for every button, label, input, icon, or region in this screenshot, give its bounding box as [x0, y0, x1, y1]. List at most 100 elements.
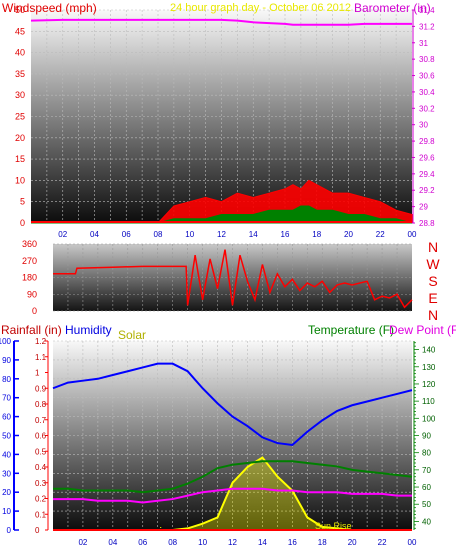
humidity-tick-label: 20	[2, 488, 11, 497]
x-tick-label: 16	[288, 538, 297, 547]
x-tick-label: 02	[78, 538, 87, 547]
temperature-axis-label: Temperature (F)	[308, 323, 394, 337]
humidity-tick-label: 70	[2, 394, 11, 403]
windspeed-axis-label: Windspeed (mph)	[2, 1, 97, 15]
temperature-tick-label: 60	[422, 483, 431, 492]
baro-tick-label: 29.2	[419, 186, 435, 195]
climate-x-ticks: 02 04 06 08 10 12 14 16 18 20 22 00	[78, 538, 417, 547]
x-tick-label: 18	[318, 538, 327, 547]
humidity-axis-label: Humidity	[65, 323, 112, 337]
temperature-tick-label: 50	[422, 500, 431, 509]
baro-tick-label: 31.4	[419, 6, 435, 15]
rainfall-tick-label: 1.2	[35, 337, 47, 346]
x-tick-label: 14	[249, 230, 258, 239]
baro-tick-label: 30.8	[419, 55, 435, 64]
wind-tick-label: 20	[15, 133, 25, 143]
wind-tick-label: 5	[20, 197, 25, 207]
wind-tick-label: 25	[15, 112, 25, 122]
rainfall-tick-label: 0.2	[35, 495, 47, 504]
dewpoint-axis-label: Dew Point (F)	[389, 323, 456, 337]
rainfall-tick-label: 0.4	[35, 463, 47, 472]
x-tick-label: 16	[281, 230, 290, 239]
baro-tick-label: 30.6	[419, 72, 435, 81]
baro-tick-label: 30	[419, 121, 428, 130]
direction-panel-series	[53, 249, 413, 309]
x-tick-label: 20	[348, 538, 357, 547]
baro-tick-label: 29	[419, 203, 428, 212]
humidity-tick-label: 100	[0, 337, 12, 346]
humidity-tick-label: 80	[2, 375, 11, 384]
humidity-tick-label: 30	[2, 469, 11, 478]
direction-tick-label: 270	[22, 256, 37, 266]
x-tick-label: 06	[138, 538, 147, 547]
x-tick-label: 08	[154, 230, 163, 239]
temperature-line	[53, 460, 413, 494]
wind-tick-label: 45	[15, 26, 25, 36]
direction-tick-label: 180	[22, 273, 37, 283]
dewpoint-line	[53, 487, 412, 504]
wind-tick-label: 10	[15, 175, 25, 185]
baro-tick-label: 30.4	[419, 88, 435, 97]
baro-tick-label: 31	[419, 39, 428, 48]
barometer-line	[30, 18, 412, 26]
x-tick-label: 00	[408, 538, 417, 547]
compass-letter: E	[428, 290, 437, 306]
x-tick-label: 00	[408, 230, 417, 239]
baro-tick-label: 30.2	[419, 104, 435, 113]
temperature-tick-label: 90	[422, 432, 431, 441]
x-tick-label: 12	[228, 538, 237, 547]
rainfall-tick-label: 0.1	[35, 510, 47, 519]
x-tick-label: 10	[198, 538, 207, 547]
direction-panel-grid	[53, 243, 412, 312]
baro-y-ticks: 28.8 29 29.2 29.4 29.6 29.8 30 30.2 30.4 30.6 30.8…	[412, 6, 435, 228]
rainfall-tick-label: 1	[35, 369, 40, 378]
baro-tick-label: 29.6	[419, 153, 435, 162]
x-tick-label: 22	[376, 230, 385, 239]
sunrise-annotation: Sun Rise	[315, 521, 352, 531]
rainfall-tick-label: 1.1	[35, 353, 47, 362]
wind-tick-label: 30	[15, 90, 25, 100]
temperature-tick-label: 40	[422, 517, 431, 526]
rainfall-tick-label: 0.9	[35, 384, 47, 393]
x-tick-label: 04	[108, 538, 117, 547]
temperature-tick-label: 140	[422, 346, 436, 355]
x-tick-label: 08	[168, 538, 177, 547]
humidity-tick-label: 50	[2, 432, 11, 441]
direction-y-ticks: 0 90 180 270 360	[22, 239, 37, 316]
chart-title: 24 hour graph day - October 06 2012	[170, 2, 351, 14]
temperature-tick-label: 70	[422, 466, 431, 475]
humidity-tick-label: 40	[2, 450, 11, 459]
climate-panel-series	[52, 362, 413, 531]
solar-axis-label: Solar	[118, 328, 146, 342]
compass-letter: S	[428, 273, 437, 289]
wind-panel-series	[30, 18, 413, 224]
direction-tick-label: 0	[32, 306, 37, 316]
rainfall-tick-label: 0.5	[35, 447, 47, 456]
compass-letter: N	[428, 307, 438, 323]
wind-tick-label: 15	[15, 154, 25, 164]
x-tick-label: 10	[185, 230, 194, 239]
x-tick-label: 04	[90, 230, 99, 239]
wind-tick-label: 50	[15, 5, 25, 15]
direction-tick-label: 360	[22, 239, 37, 249]
x-tick-label: 12	[217, 230, 226, 239]
baro-tick-label: 28.8	[419, 219, 435, 228]
temperature-tick-label: 80	[422, 449, 431, 458]
humidity-tick-label: 10	[2, 507, 11, 516]
temperature-tick-label: 110	[422, 397, 435, 406]
humidity-tick-label: 90	[2, 356, 11, 365]
wind-tick-label: 35	[15, 69, 25, 79]
climate-axes: 0 10 20 30 40 50 60 70 80 90 100 0 0.1 0.2 0.3 0.4 0.5 0.…	[0, 337, 436, 535]
humidity-tick-label: 60	[2, 413, 11, 422]
climate-panel-grid	[53, 340, 412, 531]
baro-tick-label: 29.8	[419, 137, 435, 146]
humidity-line	[52, 362, 413, 446]
x-tick-label: 06	[122, 230, 131, 239]
temperature-tick-label: 120	[422, 380, 436, 389]
x-tick-label: 18	[312, 230, 321, 239]
wind-direction-line	[53, 249, 413, 309]
temperature-tick-label: 100	[422, 414, 436, 423]
rainfall-tick-label: 0.3	[35, 479, 47, 488]
